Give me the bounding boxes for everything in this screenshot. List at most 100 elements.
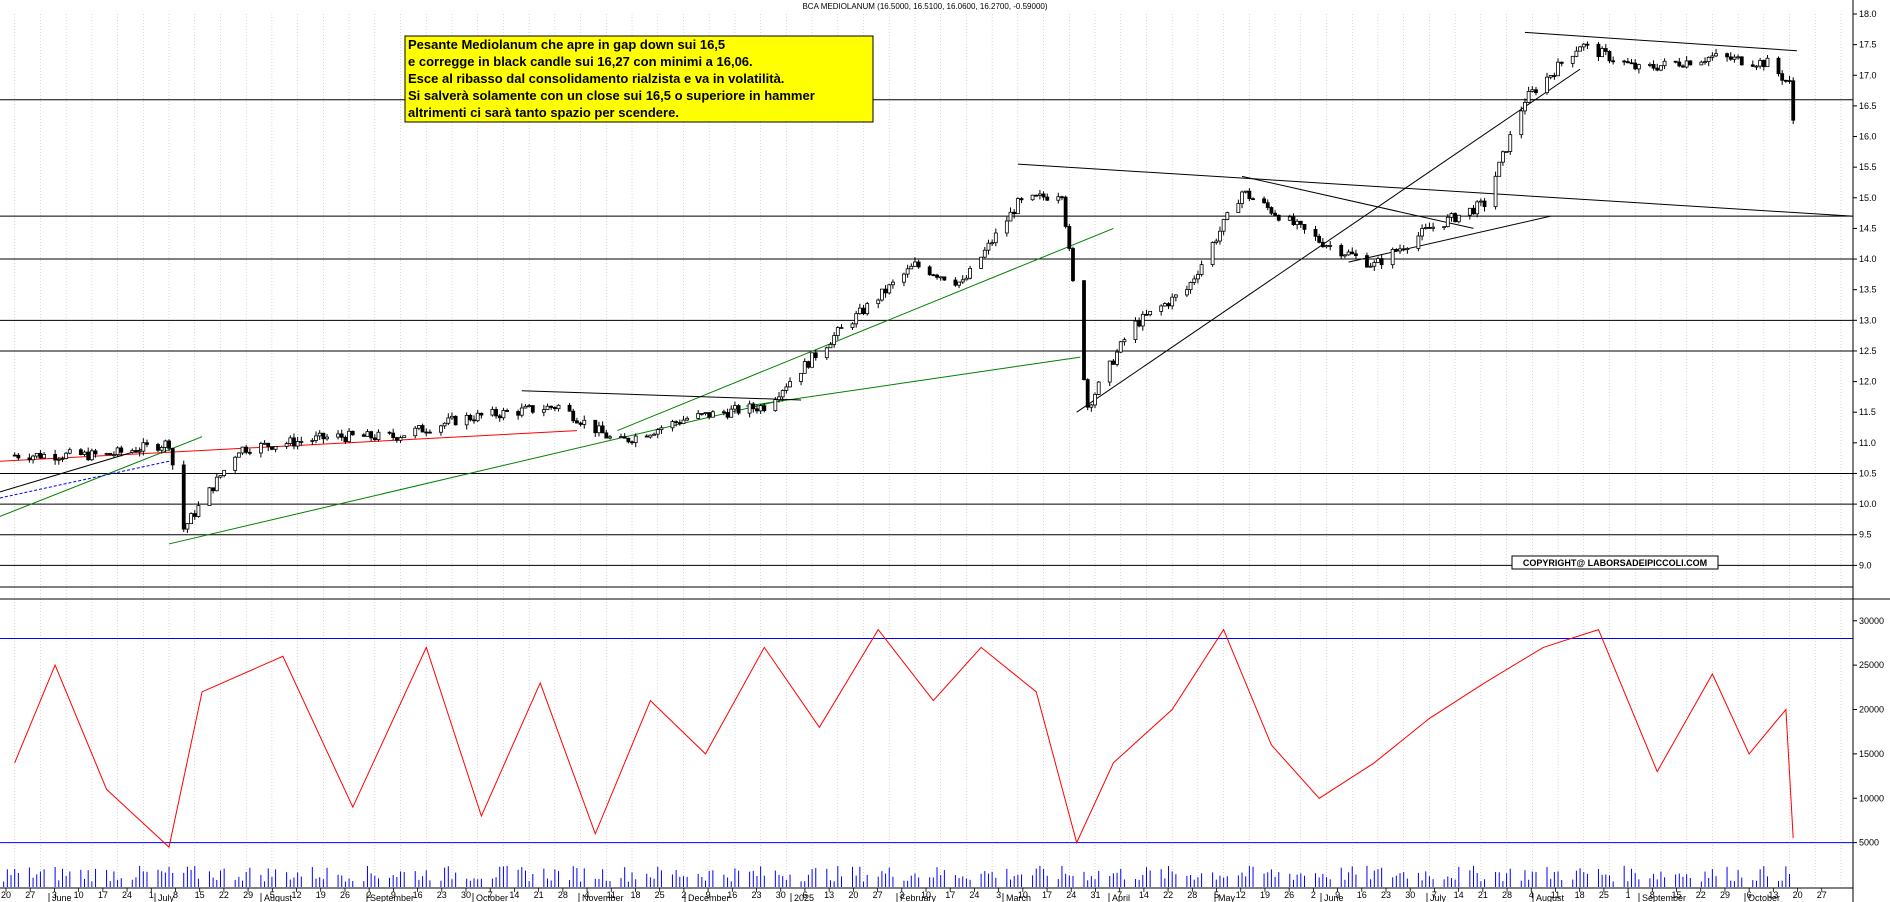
x-month-label: October xyxy=(476,893,508,902)
candle-body xyxy=(336,433,340,438)
x-day-label: 3 xyxy=(996,890,1001,900)
candle-body xyxy=(167,440,171,449)
x-day-label: 11 xyxy=(1551,890,1560,900)
candle-body xyxy=(1019,198,1024,201)
candle-body xyxy=(1376,258,1380,263)
candle-body xyxy=(1346,251,1351,256)
annotation-line-4: Si salverà solamente con un close sui 16… xyxy=(408,88,815,103)
candle-body xyxy=(413,427,418,437)
candle-body xyxy=(1372,262,1377,267)
volume-line xyxy=(14,628,1794,849)
candle-body xyxy=(339,433,344,438)
candle-body xyxy=(1265,202,1270,208)
candle-body xyxy=(1423,227,1428,229)
candle-body xyxy=(832,335,837,345)
candle-body xyxy=(1405,248,1410,250)
candle-body xyxy=(652,433,656,436)
candle-body xyxy=(824,347,829,359)
x-day-label: 9 xyxy=(706,890,711,900)
candle-body xyxy=(365,431,370,437)
x-month-label: August xyxy=(1536,893,1565,902)
candle-body xyxy=(1166,303,1171,307)
candle-body xyxy=(938,276,943,279)
price-tick-label: 17.5 xyxy=(1859,40,1877,50)
candle-body xyxy=(192,513,197,517)
price-tick-label: 14.5 xyxy=(1859,223,1877,233)
candle-body xyxy=(747,403,752,414)
candle-body xyxy=(696,413,701,419)
candle-body xyxy=(1552,75,1557,77)
x-month-label: February xyxy=(900,893,937,902)
price-tick-label: 15.0 xyxy=(1859,193,1877,203)
candle-body xyxy=(442,422,447,427)
trend-line xyxy=(1348,215,1551,263)
candle-body xyxy=(1034,194,1039,197)
x-month-label: December xyxy=(688,893,730,902)
x-month-label: July xyxy=(158,893,175,902)
candle-body xyxy=(1401,248,1406,251)
candle-body xyxy=(1030,194,1035,201)
candle-body xyxy=(813,352,818,359)
candle-body xyxy=(170,447,175,466)
candle-body xyxy=(1776,57,1781,75)
candle-body xyxy=(108,453,113,456)
x-day-label: 2 xyxy=(1311,890,1316,900)
x-day-label: 19 xyxy=(1260,890,1270,900)
candle-body xyxy=(1467,207,1472,216)
candle-body xyxy=(556,404,561,410)
x-day-label: 19 xyxy=(316,890,326,900)
candle-body xyxy=(597,425,601,434)
candle-body xyxy=(1684,60,1689,68)
candle-body xyxy=(850,323,855,328)
candle-body xyxy=(1523,102,1527,112)
candle-body xyxy=(802,361,807,374)
candle-body xyxy=(189,513,193,525)
candle-body xyxy=(1350,251,1355,255)
price-tick-label: 14.0 xyxy=(1859,254,1877,264)
candle-body xyxy=(494,409,498,417)
candle-body xyxy=(1548,75,1553,78)
candle-body xyxy=(575,420,579,424)
candle-body xyxy=(1324,245,1329,248)
candle-body xyxy=(1262,198,1266,204)
x-day-label: 12 xyxy=(1236,890,1246,900)
candle-body xyxy=(1449,213,1454,218)
candle-body xyxy=(1783,79,1788,82)
x-day-label: 23 xyxy=(752,890,762,900)
x-month-label: June xyxy=(52,893,72,902)
candle-body xyxy=(372,437,377,441)
candle-body xyxy=(156,444,160,451)
candle-body xyxy=(1581,43,1586,48)
x-day-label: 15 xyxy=(1672,890,1682,900)
candle-body xyxy=(350,430,355,436)
candle-body xyxy=(1706,56,1711,62)
candle-body xyxy=(56,458,61,461)
candle-body xyxy=(292,437,296,447)
candle-body xyxy=(927,266,932,276)
candle-body xyxy=(1291,216,1296,226)
candle-body xyxy=(67,449,72,454)
candle-body xyxy=(593,419,598,434)
candle-body xyxy=(1398,248,1402,252)
x-day-label: 3 xyxy=(899,890,904,900)
x-day-label: 8 xyxy=(1650,890,1655,900)
candle-body xyxy=(1780,73,1785,81)
candle-body xyxy=(1636,64,1641,70)
candle-body xyxy=(810,352,814,368)
x-day-label: 17 xyxy=(1042,890,1052,900)
volume-tick-label: 15000 xyxy=(1859,749,1884,759)
copyright-text: COPYRIGHT@ LABORSADEIPICCOLI.COM xyxy=(1523,558,1707,568)
candle-body xyxy=(295,441,300,447)
candle-body xyxy=(64,452,69,459)
x-day-label: 27 xyxy=(873,890,883,900)
candle-body xyxy=(1192,278,1197,283)
candle-body xyxy=(953,279,958,286)
x-day-label: 21 xyxy=(534,890,544,900)
x-day-label: 14 xyxy=(1454,890,1464,900)
x-month-label: November xyxy=(582,893,624,902)
x-day-label: 8 xyxy=(173,890,178,900)
candle-body xyxy=(464,414,469,426)
candle-body xyxy=(1758,59,1763,67)
candle-body xyxy=(733,405,737,410)
